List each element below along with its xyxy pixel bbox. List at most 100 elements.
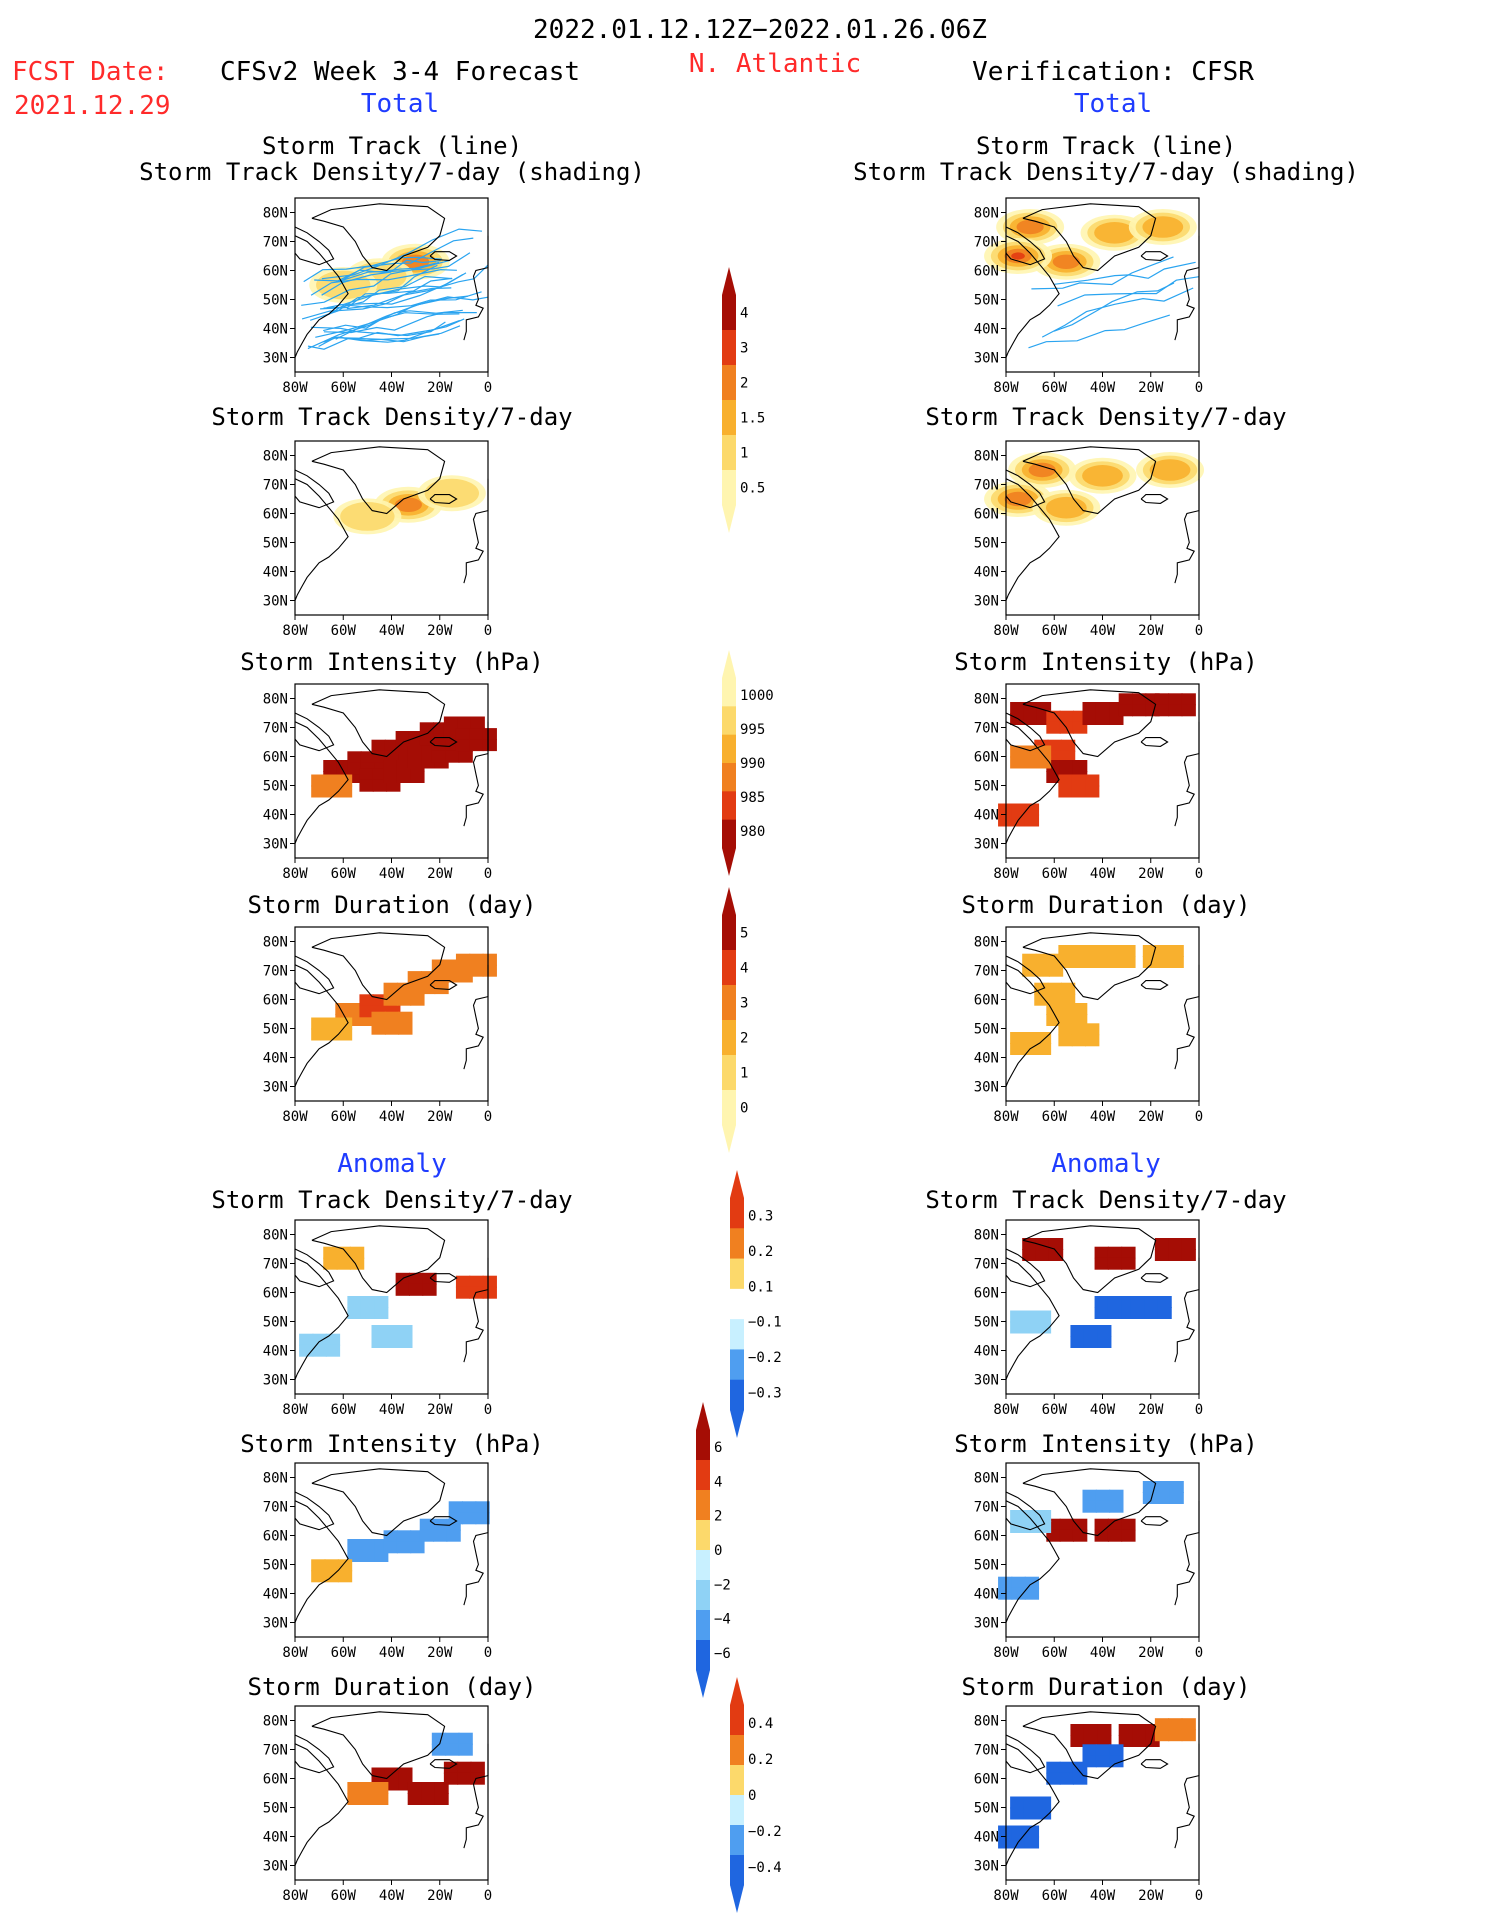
grid-cell	[384, 1778, 400, 1791]
coastline	[294, 712, 335, 752]
lat-tick-label: 80N	[263, 935, 288, 951]
lon-tick-label: 60W	[331, 623, 357, 639]
coastline	[1022, 1468, 1157, 1537]
coastline	[1140, 1759, 1169, 1769]
grid-cell	[1011, 803, 1026, 816]
grid-cell	[1156, 1492, 1171, 1504]
grid-cell	[396, 771, 412, 783]
grid-cell	[1085, 774, 1100, 787]
lat-tick-label: 30N	[974, 351, 999, 367]
grid-cell	[1154, 1249, 1170, 1261]
grid-cell	[458, 1732, 473, 1745]
lon-tick-label: 20W	[427, 1888, 453, 1904]
grid-cell	[384, 1325, 400, 1337]
grid-cell	[1023, 1032, 1038, 1044]
grid-cell	[1121, 1257, 1136, 1270]
lon-tick-label: 40W	[1090, 1645, 1116, 1661]
coastline	[311, 689, 446, 758]
grid-cell	[434, 1793, 449, 1805]
grid-cell	[398, 1767, 413, 1780]
lon-tick-label: 40W	[379, 623, 405, 639]
grid-cell	[998, 1825, 1013, 1838]
lat-tick-label: 70N	[263, 1500, 288, 1516]
lat-tick-label: 40N	[263, 1344, 288, 1360]
grid-cell	[1169, 945, 1184, 957]
coastline	[429, 980, 458, 990]
coastline	[1174, 1500, 1200, 1606]
lat-tick-label: 50N	[263, 1315, 288, 1331]
verification-anom-density-map: 80N 70N 60N 50N 40N 30N 80W 60W 40W 20W 0	[974, 1219, 1203, 1418]
grid-cell	[1156, 1481, 1171, 1493]
coastline	[294, 955, 335, 995]
forecast-intensity-map: 80N 70N 60N 50N 40N 30N 80W 60W 40W 20W 0	[263, 683, 497, 882]
grid-cell	[1097, 1336, 1112, 1348]
lat-tick-label: 40N	[974, 322, 999, 338]
lon-tick-label: 80W	[993, 1888, 1019, 1904]
lon-tick-label: 80W	[282, 1402, 308, 1418]
grid-cell	[457, 1761, 472, 1774]
coastline	[294, 235, 349, 358]
coastline	[463, 1743, 489, 1849]
grid-cell	[384, 1011, 400, 1024]
grid-cell	[408, 1283, 424, 1296]
coastline	[311, 1468, 446, 1537]
grid-cell	[1036, 1032, 1052, 1044]
map-background	[295, 1706, 488, 1880]
lon-tick-label: 20W	[427, 1402, 453, 1418]
lon-tick-label: 80W	[993, 866, 1019, 882]
grid-cell	[374, 1296, 389, 1308]
grid-cell	[1121, 1529, 1136, 1542]
grid-cell	[1024, 1576, 1040, 1589]
lat-tick-label: 80N	[263, 1471, 288, 1487]
grid-cell	[475, 1501, 490, 1514]
lon-tick-label: 40W	[1090, 380, 1116, 396]
grid-cell	[1094, 1257, 1109, 1270]
grid-cell	[1023, 1521, 1038, 1533]
grid-cell	[1036, 1310, 1052, 1323]
lat-tick-label: 60N	[263, 1772, 288, 1788]
density-blob	[1011, 252, 1025, 260]
storm-track-line	[314, 261, 440, 282]
lat-tick-label: 60N	[974, 1286, 999, 1302]
lat-tick-label: 50N	[974, 779, 999, 795]
grid-cell	[1095, 713, 1111, 725]
lon-tick-label: 80W	[282, 1888, 308, 1904]
coastline	[294, 469, 335, 509]
grid-cell	[410, 993, 425, 1006]
verification-anomaly-label: Anomaly	[1051, 1149, 1161, 1179]
grid-cell	[1132, 1724, 1147, 1736]
lon-tick-label: 0	[1195, 623, 1203, 639]
coastline	[1005, 1248, 1046, 1288]
grid-cell	[455, 953, 471, 966]
lat-tick-label: 30N	[263, 1616, 288, 1632]
grid-cell	[1085, 1034, 1100, 1047]
lon-tick-label: 80W	[993, 1109, 1019, 1125]
colorbar-segment	[696, 1460, 710, 1491]
grid-cell	[1036, 1043, 1052, 1055]
grid-cell	[998, 814, 1013, 827]
lon-tick-label: 40W	[379, 1888, 405, 1904]
grid-cell	[1059, 1761, 1074, 1774]
grid-cell	[410, 1541, 425, 1554]
grid-cell	[434, 1782, 449, 1794]
grid-cell	[1011, 1587, 1026, 1600]
coastline	[1005, 1257, 1060, 1380]
grid-cell	[1022, 953, 1037, 966]
grid-cell	[1094, 1307, 1109, 1319]
colorbar-label: 0	[714, 1543, 722, 1559]
grid-cell	[1071, 785, 1087, 798]
density-blob	[1028, 462, 1056, 478]
grid-cell	[324, 774, 339, 787]
coastline	[1005, 235, 1060, 358]
grid-cell	[1107, 1257, 1123, 1270]
grid-cell	[1095, 1744, 1111, 1757]
grid-cell	[1169, 1481, 1184, 1493]
coastline	[311, 1225, 446, 1294]
panel-title-intensity-anom-forecast: Storm Intensity (hPa)	[240, 1430, 543, 1458]
lon-tick-label: 40W	[379, 1109, 405, 1125]
grid-cell	[1097, 1724, 1112, 1736]
grid-cell	[312, 1344, 327, 1357]
grid-cell	[1083, 1325, 1099, 1337]
storm-track-line	[342, 237, 474, 281]
